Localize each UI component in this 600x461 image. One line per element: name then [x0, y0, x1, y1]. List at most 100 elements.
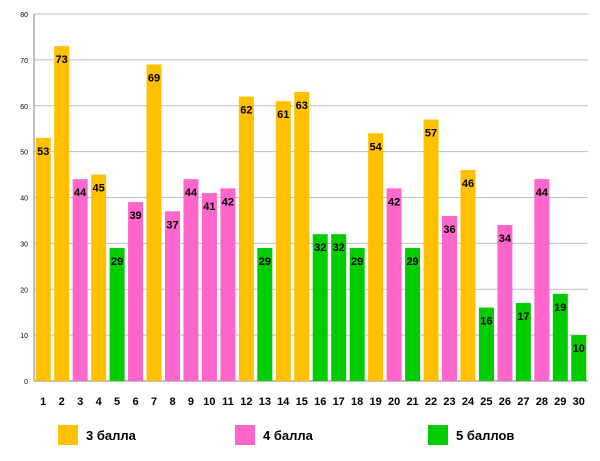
x-tick-label-11: 11 — [222, 396, 234, 408]
bar-24 — [460, 169, 476, 381]
x-tick-label-2: 2 — [59, 396, 65, 408]
x-tick-label-4: 4 — [96, 396, 103, 408]
y-tick-label-80: 80 — [20, 12, 28, 19]
x-tick-label-12: 12 — [240, 396, 252, 408]
bar-25 — [478, 307, 494, 381]
bar-22 — [423, 119, 439, 381]
data-label-26: 34 — [499, 233, 512, 245]
bar-8 — [165, 211, 180, 381]
x-tick-label-9: 9 — [188, 396, 194, 408]
data-label-15: 63 — [296, 100, 308, 112]
bar-21 — [405, 247, 421, 381]
bar-14 — [275, 101, 291, 381]
x-tick-label-27: 27 — [517, 396, 529, 408]
data-label-1: 53 — [37, 146, 49, 158]
legend-item-3-balla: 3 балла — [58, 424, 136, 446]
bar-20 — [386, 188, 402, 381]
bar-23 — [442, 215, 457, 381]
x-tick-label-23: 23 — [443, 396, 455, 408]
x-tick-label-6: 6 — [133, 396, 139, 408]
x-tick-label-25: 25 — [480, 396, 492, 408]
data-label-13: 29 — [259, 256, 271, 268]
legend-item-5-ballov: 5 баллов — [428, 424, 514, 446]
data-label-22: 57 — [425, 128, 437, 140]
bar-3 — [72, 179, 88, 381]
y-tick-label-30: 30 — [20, 241, 28, 248]
bar-15 — [294, 91, 310, 382]
data-label-11: 42 — [222, 196, 234, 208]
bar-6 — [128, 202, 144, 381]
data-label-3: 44 — [74, 187, 87, 199]
y-tick-label-60: 60 — [20, 104, 28, 111]
bar-17 — [331, 234, 347, 381]
x-tick-label-21: 21 — [406, 396, 418, 408]
x-tick-label-3: 3 — [77, 396, 83, 408]
x-tick-label-20: 20 — [388, 396, 400, 408]
data-label-6: 39 — [129, 210, 141, 222]
data-label-5: 29 — [111, 256, 123, 268]
bar-11 — [220, 188, 236, 381]
data-label-8: 37 — [166, 219, 178, 231]
data-label-9: 44 — [185, 187, 198, 199]
x-tick-label-13: 13 — [259, 396, 271, 408]
data-label-30: 10 — [573, 343, 585, 355]
x-tick-label-19: 19 — [370, 396, 382, 408]
data-label-7: 69 — [148, 72, 160, 84]
data-label-16: 32 — [314, 242, 326, 254]
bar-28 — [534, 179, 550, 381]
x-tick-label-14: 14 — [277, 396, 290, 408]
bar-16 — [312, 234, 328, 381]
bar-26 — [497, 225, 513, 381]
legend-label-5-ballov: 5 баллов — [456, 427, 515, 443]
x-tick-label-7: 7 — [151, 396, 157, 408]
bar-4 — [91, 174, 107, 381]
x-tick-label-15: 15 — [296, 396, 308, 408]
bar-1 — [35, 137, 51, 381]
data-label-18: 29 — [351, 256, 363, 268]
x-tick-label-17: 17 — [333, 396, 345, 408]
bar-9 — [183, 179, 199, 381]
bar-29 — [552, 293, 568, 381]
x-tick-label-1: 1 — [40, 396, 46, 408]
x-tick-label-26: 26 — [499, 396, 511, 408]
data-label-17: 32 — [333, 242, 345, 254]
y-tick-label-40: 40 — [20, 196, 28, 203]
data-label-14: 61 — [277, 109, 289, 121]
x-tick-label-8: 8 — [169, 396, 175, 408]
legend-label-3-balla: 3 балла — [86, 427, 136, 443]
data-label-4: 45 — [93, 183, 105, 195]
bar-10 — [201, 192, 217, 381]
legend-label-4-balla: 4 балла — [263, 427, 313, 443]
data-label-25: 16 — [480, 316, 492, 328]
bar-5 — [109, 247, 125, 381]
data-label-23: 36 — [443, 224, 455, 236]
data-label-2: 73 — [56, 54, 68, 66]
x-tick-label-24: 24 — [462, 396, 475, 408]
y-tick-label-70: 70 — [20, 58, 28, 65]
x-tick-label-30: 30 — [573, 396, 585, 408]
data-label-12: 62 — [240, 105, 252, 117]
bar-7 — [146, 64, 162, 382]
bar-13 — [257, 247, 273, 381]
data-label-24: 46 — [462, 178, 474, 190]
x-tick-label-5: 5 — [114, 396, 120, 408]
bar-30 — [571, 335, 587, 381]
data-label-10: 41 — [203, 201, 215, 213]
y-tick-label-0: 0 — [24, 379, 28, 386]
y-tick-label-20: 20 — [20, 287, 28, 294]
data-label-19: 54 — [370, 141, 383, 153]
legend-item-4-balla: 4 балла — [235, 424, 313, 446]
data-label-29: 19 — [554, 302, 566, 314]
y-tick-label-50: 50 — [20, 150, 28, 157]
legend-swatch-5-ballov — [428, 425, 448, 445]
data-label-27: 17 — [517, 311, 529, 323]
bar-18 — [349, 247, 365, 381]
data-label-20: 42 — [388, 196, 400, 208]
data-label-28: 44 — [536, 187, 549, 199]
x-tick-label-18: 18 — [351, 396, 363, 408]
x-tick-label-29: 29 — [554, 396, 566, 408]
x-tick-label-22: 22 — [425, 396, 437, 408]
bar-19 — [368, 133, 384, 381]
x-tick-label-10: 10 — [203, 396, 215, 408]
